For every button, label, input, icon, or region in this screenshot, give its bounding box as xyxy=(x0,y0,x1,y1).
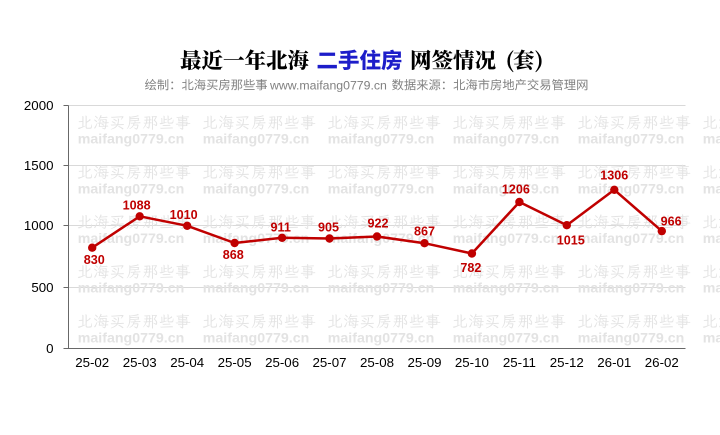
svg-text:25-10: 25-10 xyxy=(455,355,489,370)
svg-text:25-08: 25-08 xyxy=(360,355,394,370)
svg-text:1015: 1015 xyxy=(557,234,585,248)
svg-text:966: 966 xyxy=(661,215,682,229)
svg-text:500: 500 xyxy=(31,280,53,295)
svg-text:0: 0 xyxy=(46,341,53,356)
svg-text:25-05: 25-05 xyxy=(218,355,252,370)
svg-text:25-09: 25-09 xyxy=(407,355,441,370)
svg-text:782: 782 xyxy=(460,261,481,275)
svg-text:26-01: 26-01 xyxy=(597,355,631,370)
svg-text:25-11: 25-11 xyxy=(503,355,536,370)
svg-text:1206: 1206 xyxy=(502,183,530,197)
svg-text:867: 867 xyxy=(414,225,435,239)
svg-text:1306: 1306 xyxy=(600,168,628,182)
svg-text:905: 905 xyxy=(318,221,339,235)
svg-text:25-06: 25-06 xyxy=(265,355,299,370)
svg-text:1010: 1010 xyxy=(170,208,198,222)
svg-text:26-02: 26-02 xyxy=(645,355,679,370)
svg-text:868: 868 xyxy=(223,248,244,262)
svg-text:25-04: 25-04 xyxy=(170,355,204,370)
svg-text:1088: 1088 xyxy=(123,199,151,213)
svg-text:2000: 2000 xyxy=(24,98,54,113)
svg-text:www.maifang0779.cn: www.maifang0779.cn xyxy=(269,78,387,92)
svg-text:911: 911 xyxy=(271,220,291,234)
svg-text:1000: 1000 xyxy=(24,218,54,233)
svg-text:25-03: 25-03 xyxy=(123,355,157,370)
svg-text:1500: 1500 xyxy=(24,158,54,173)
svg-text:25-12: 25-12 xyxy=(550,355,584,370)
svg-text:830: 830 xyxy=(84,253,105,267)
svg-text:922: 922 xyxy=(367,216,388,230)
svg-text:25-02: 25-02 xyxy=(75,355,109,370)
svg-text:25-07: 25-07 xyxy=(312,355,346,370)
